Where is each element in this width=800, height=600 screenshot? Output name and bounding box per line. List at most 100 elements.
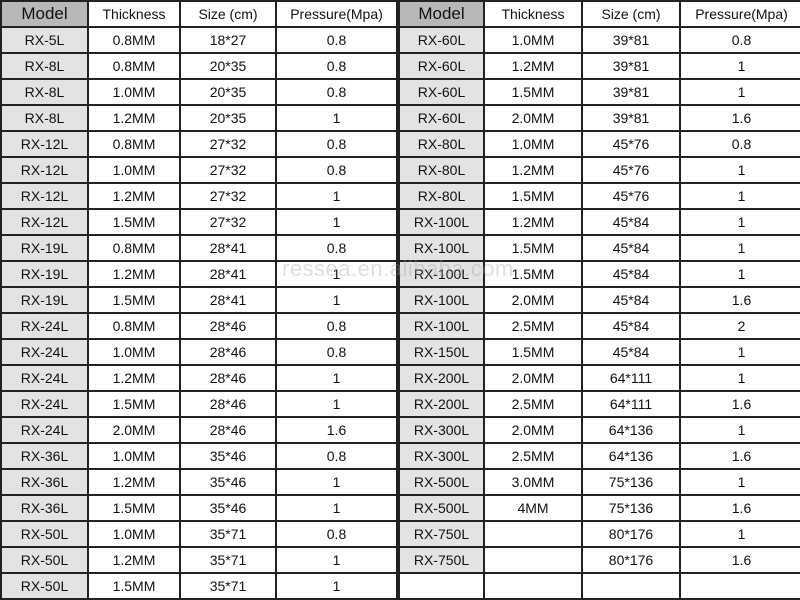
cell-model: RX-12L bbox=[0, 130, 89, 158]
table-row: RX-12L 1.5MM 27*32 1 bbox=[0, 208, 398, 236]
cell-pressure: 1 bbox=[275, 208, 398, 236]
table-row: RX-36L 1.5MM 35*46 1 bbox=[0, 494, 398, 522]
cell-size: 64*111 bbox=[581, 390, 681, 418]
table-row: RX-100L 1.2MM 45*84 1 bbox=[398, 208, 800, 236]
table-row: RX-24L 1.2MM 28*46 1 bbox=[0, 364, 398, 392]
table-row: RX-80L 1.5MM 45*76 1 bbox=[398, 182, 800, 210]
cell-pressure: 1 bbox=[275, 468, 398, 496]
cell-size: 45*84 bbox=[581, 338, 681, 366]
cell-model: RX-50L bbox=[0, 572, 89, 600]
cell-size: 35*46 bbox=[179, 468, 277, 496]
cell-thickness: 1.2MM bbox=[483, 52, 583, 80]
cell-model: RX-300L bbox=[398, 442, 485, 470]
table-row: RX-500L 4MM 75*136 1.6 bbox=[398, 494, 800, 522]
cell-model: RX-36L bbox=[0, 494, 89, 522]
cell-pressure: 1 bbox=[275, 546, 398, 574]
cell-model: RX-100L bbox=[398, 234, 485, 262]
header-pressure: Pressure(Mpa) bbox=[275, 0, 398, 28]
cell-model: RX-19L bbox=[0, 260, 89, 288]
cell-model: RX-12L bbox=[0, 156, 89, 184]
cell-model: RX-500L bbox=[398, 494, 485, 522]
cell-size: 35*46 bbox=[179, 494, 277, 522]
cell-thickness: 3.0MM bbox=[483, 468, 583, 496]
cell-pressure: 0.8 bbox=[275, 312, 398, 340]
cell-pressure: 1 bbox=[679, 416, 800, 444]
table-row: RX-750L 80*176 1.6 bbox=[398, 546, 800, 574]
cell-pressure: 0.8 bbox=[275, 78, 398, 106]
table-row: RX-24L 0.8MM 28*46 0.8 bbox=[0, 312, 398, 340]
cell-thickness: 1.5MM bbox=[87, 494, 181, 522]
cell-model: RX-36L bbox=[0, 442, 89, 470]
table-row: RX-80L 1.2MM 45*76 1 bbox=[398, 156, 800, 184]
cell-model: RX-24L bbox=[0, 312, 89, 340]
cell-model: RX-19L bbox=[0, 234, 89, 262]
cell-thickness: 1.2MM bbox=[87, 104, 181, 132]
header-model: Model bbox=[398, 0, 485, 28]
cell-size: 35*71 bbox=[179, 572, 277, 600]
table-row: RX-24L 2.0MM 28*46 1.6 bbox=[0, 416, 398, 444]
cell-size: 39*81 bbox=[581, 26, 681, 54]
cell-thickness: 4MM bbox=[483, 494, 583, 522]
cell-size: 27*32 bbox=[179, 182, 277, 210]
cell-thickness: 1.5MM bbox=[87, 286, 181, 314]
cell-model: RX-200L bbox=[398, 364, 485, 392]
cell-pressure: 1 bbox=[275, 390, 398, 418]
table-row: RX-60L 1.0MM 39*81 0.8 bbox=[398, 26, 800, 54]
cell-pressure: 1 bbox=[679, 468, 800, 496]
table-row: RX-50L 1.0MM 35*71 0.8 bbox=[0, 520, 398, 548]
cell-pressure: 1 bbox=[679, 208, 800, 236]
cell-thickness: 1.5MM bbox=[87, 572, 181, 600]
cell-size: 35*71 bbox=[179, 520, 277, 548]
cell-size: 45*84 bbox=[581, 286, 681, 314]
cell-thickness: 1.5MM bbox=[483, 234, 583, 262]
cell-thickness bbox=[483, 572, 583, 600]
cell-model: RX-24L bbox=[0, 338, 89, 366]
cell-model: RX-12L bbox=[0, 208, 89, 236]
cell-model: RX-24L bbox=[0, 390, 89, 418]
cell-thickness: 0.8MM bbox=[87, 312, 181, 340]
cell-pressure: 0.8 bbox=[275, 442, 398, 470]
table-row: RX-100L 2.5MM 45*84 2 bbox=[398, 312, 800, 340]
cell-pressure: 0.8 bbox=[275, 52, 398, 80]
cell-pressure: 1.6 bbox=[679, 104, 800, 132]
cell-thickness bbox=[483, 546, 583, 574]
cell-model: RX-750L bbox=[398, 520, 485, 548]
header-model: Model bbox=[0, 0, 89, 28]
cell-model: RX-50L bbox=[0, 520, 89, 548]
cell-model: RX-8L bbox=[0, 78, 89, 106]
cell-thickness: 0.8MM bbox=[87, 234, 181, 262]
cell-thickness: 1.2MM bbox=[87, 546, 181, 574]
cell-thickness: 1.0MM bbox=[87, 338, 181, 366]
table-row: RX-19L 0.8MM 28*41 0.8 bbox=[0, 234, 398, 262]
table-row: RX-300L 2.5MM 64*136 1.6 bbox=[398, 442, 800, 470]
cell-size: 18*27 bbox=[179, 26, 277, 54]
cell-pressure: 1 bbox=[679, 52, 800, 80]
cell-pressure: 1 bbox=[679, 260, 800, 288]
table-row: RX-8L 1.0MM 20*35 0.8 bbox=[0, 78, 398, 106]
header-size: Size (cm) bbox=[179, 0, 277, 28]
header-row: Model Thickness Size (cm) Pressure(Mpa) bbox=[398, 0, 800, 28]
table-row: RX-150L 1.5MM 45*84 1 bbox=[398, 338, 800, 366]
cell-thickness: 2.0MM bbox=[87, 416, 181, 444]
cell-size: 28*41 bbox=[179, 260, 277, 288]
cell-model: RX-150L bbox=[398, 338, 485, 366]
spec-table-right: Model Thickness Size (cm) Pressure(Mpa) … bbox=[398, 0, 800, 600]
table-row: RX-12L 1.2MM 27*32 1 bbox=[0, 182, 398, 210]
cell-size: 35*71 bbox=[179, 546, 277, 574]
cell-size: 45*76 bbox=[581, 182, 681, 210]
cell-model: RX-80L bbox=[398, 182, 485, 210]
cell-thickness: 1.5MM bbox=[483, 260, 583, 288]
cell-size: 39*81 bbox=[581, 104, 681, 132]
table-row: RX-24L 1.5MM 28*46 1 bbox=[0, 390, 398, 418]
cell-model: RX-100L bbox=[398, 208, 485, 236]
cell-thickness: 1.2MM bbox=[87, 182, 181, 210]
cell-model: RX-12L bbox=[0, 182, 89, 210]
table-row: RX-50L 1.2MM 35*71 1 bbox=[0, 546, 398, 574]
cell-size: 28*46 bbox=[179, 390, 277, 418]
cell-pressure: 1 bbox=[275, 494, 398, 522]
cell-size: 80*176 bbox=[581, 520, 681, 548]
cell-thickness: 0.8MM bbox=[87, 130, 181, 158]
cell-pressure: 1 bbox=[679, 234, 800, 262]
cell-model: RX-80L bbox=[398, 130, 485, 158]
